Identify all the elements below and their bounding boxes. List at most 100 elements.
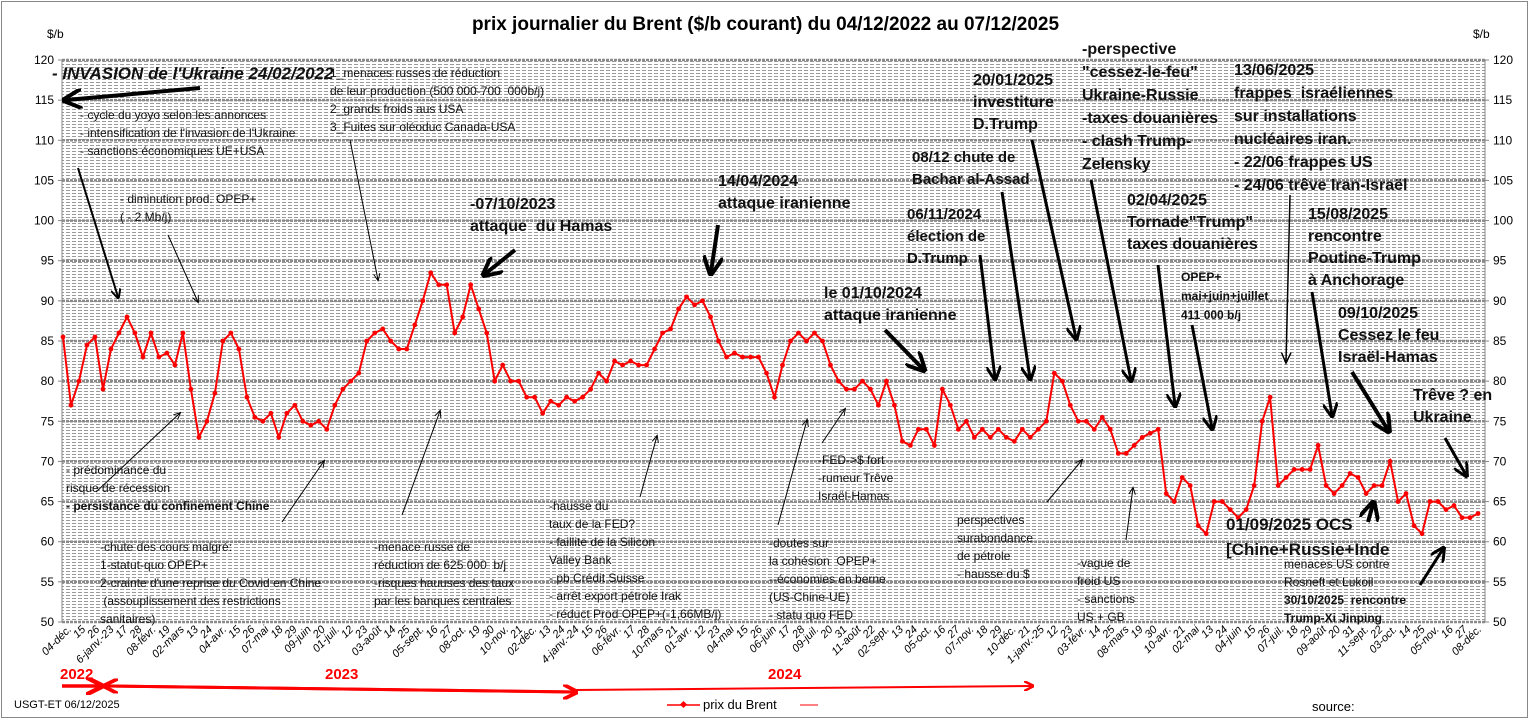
data-point bbox=[180, 330, 186, 336]
arrow-icon bbox=[639, 436, 657, 498]
annotation-opep-411000: OPEP+ mai+juin+juillet 411 000 b/j bbox=[1181, 268, 1268, 325]
data-point bbox=[963, 418, 969, 424]
y-axis: 50 50 55 55 60 60 65 65 70 70 75 75 80 80 85 85 90 90 95 95… bbox=[34, 53, 1513, 629]
y-tick-label-right: 110 bbox=[1493, 133, 1512, 147]
annotation-line: surabondance bbox=[957, 531, 1034, 545]
data-point bbox=[132, 330, 138, 336]
data-point bbox=[947, 402, 953, 408]
annotation-line: de pétrole bbox=[957, 549, 1011, 563]
arrow-icon bbox=[1089, 179, 1131, 380]
series-prix-du-brent bbox=[60, 270, 1481, 537]
annotation-line: la cohésion OPEP+ bbox=[769, 554, 877, 568]
data-point bbox=[788, 338, 793, 344]
data-point bbox=[356, 370, 362, 376]
data-point bbox=[692, 302, 697, 308]
data-point bbox=[84, 342, 90, 348]
source-label: source: bbox=[1312, 699, 1355, 714]
data-point bbox=[460, 314, 466, 320]
data-point bbox=[524, 394, 530, 400]
annotation-treve-ukraine: Trêve ? en Ukraine bbox=[1413, 385, 1492, 429]
data-point bbox=[116, 330, 122, 336]
annotation-line: frappes israéliennes bbox=[1234, 85, 1394, 102]
y-tick-label: 110 bbox=[35, 133, 54, 147]
annotation-line: - intensification de l'invasion de l'Ukr… bbox=[80, 126, 296, 140]
data-point bbox=[252, 414, 258, 420]
data-point bbox=[1131, 442, 1137, 448]
data-point bbox=[772, 394, 777, 400]
data-point bbox=[1451, 503, 1457, 508]
data-point bbox=[156, 354, 162, 360]
data-point bbox=[740, 354, 745, 360]
data-point bbox=[100, 386, 106, 392]
annotation-line: - clash Trump- bbox=[1082, 133, 1192, 150]
annotation-line: Tornade"Trump" bbox=[1127, 214, 1253, 231]
data-point bbox=[708, 314, 713, 320]
arrow-icon bbox=[978, 254, 995, 378]
arrow-icon bbox=[883, 328, 923, 369]
y-tick-label-right: 115 bbox=[1493, 93, 1512, 107]
annotation-frappes-israeliennes: 13/06/2025 frappes israéliennes sur instal… bbox=[1234, 59, 1407, 197]
annotation-surabondance: perspectives surabondance de pétrole - haus… bbox=[957, 511, 1033, 583]
annotation-line: attaque du Hamas bbox=[470, 218, 613, 235]
annotation-line: le 01/10/2024 bbox=[824, 285, 922, 302]
data-point bbox=[1395, 499, 1401, 504]
annotation-line: 1_menaces russes de réduction bbox=[330, 66, 501, 80]
annotation-line: ( - 2 Mb/j) bbox=[120, 210, 172, 224]
annotation-line: risque de récession bbox=[66, 481, 171, 495]
legend-label: prix du Brent bbox=[703, 697, 777, 712]
x-tick-label: 02-déc. bbox=[505, 624, 539, 658]
annotation-line: - INVASION de l'Ukraine 24/02/2022 bbox=[52, 64, 334, 83]
annotation-line: 14/04/2024 bbox=[718, 173, 799, 190]
data-point bbox=[236, 346, 242, 352]
y-tick-label: 85 bbox=[41, 334, 55, 348]
year-label-2023: 2023 bbox=[325, 666, 359, 683]
data-point bbox=[1411, 523, 1417, 529]
annotation-line: Israël-Hamas bbox=[818, 489, 890, 503]
data-point bbox=[124, 314, 130, 320]
data-point bbox=[468, 282, 474, 288]
annotation-line: 3_Fuites sur oléoduc Canada-USA bbox=[330, 120, 516, 134]
data-point bbox=[1179, 475, 1185, 480]
data-point bbox=[724, 354, 729, 360]
data-point bbox=[1435, 499, 1441, 504]
annotation-line: -FED->$ fort bbox=[818, 453, 885, 467]
annotation-line: élection de bbox=[907, 228, 986, 245]
chart-title: prix journalier du Brent ($/b courant) d… bbox=[471, 14, 1060, 35]
data-point bbox=[852, 386, 857, 392]
annotation-line: - persistance du confinement Chine bbox=[66, 499, 270, 513]
annotation-tornade-trump: 02/04/2025 Tornade"Trump" taxes douanières bbox=[1127, 190, 1258, 256]
annotation-line: -perspective bbox=[1082, 41, 1177, 58]
y-tick-label: 60 bbox=[41, 535, 55, 549]
arrow-icon bbox=[1190, 324, 1212, 428]
data-point bbox=[380, 326, 386, 332]
annotation-line: à Anchorage bbox=[1308, 272, 1405, 289]
data-point bbox=[820, 338, 825, 344]
data-point bbox=[900, 438, 905, 444]
data-point bbox=[572, 398, 578, 404]
y-tick-label-right: 70 bbox=[1493, 454, 1507, 468]
data-point bbox=[1019, 426, 1025, 432]
data-point bbox=[1195, 523, 1201, 529]
data-point bbox=[332, 402, 338, 408]
data-point bbox=[76, 378, 82, 384]
annotation-line: 2-crainte d'une reprise du Covid en Chin… bbox=[100, 576, 322, 590]
annotation-menace-625000: -menace russe de réduction de 625 000 b/j… bbox=[374, 538, 514, 610]
y-tick-label-right: 95 bbox=[1493, 254, 1507, 268]
data-point bbox=[644, 362, 649, 368]
annotation-line: nucléaires iran. bbox=[1234, 131, 1352, 148]
annotation-line: menaces US contre bbox=[1284, 557, 1390, 571]
data-point bbox=[939, 386, 945, 392]
annotation-line: (US-Chine-UE) bbox=[769, 590, 850, 604]
arrow-icon bbox=[1030, 139, 1076, 338]
data-point bbox=[1107, 426, 1113, 432]
data-point bbox=[1187, 483, 1193, 488]
data-point bbox=[971, 434, 977, 440]
data-point bbox=[60, 334, 66, 340]
annotation-line: - statu quo FED bbox=[769, 608, 854, 622]
annotation-line: taux de la FED? bbox=[549, 517, 636, 531]
annotation-menaces-russes: 1_menaces russes de réduction de leur pro… bbox=[330, 64, 544, 136]
data-point bbox=[348, 378, 354, 384]
annotation-line: 13/06/2025 bbox=[1234, 62, 1315, 79]
data-point bbox=[836, 378, 841, 384]
arrow-icon bbox=[281, 461, 324, 523]
